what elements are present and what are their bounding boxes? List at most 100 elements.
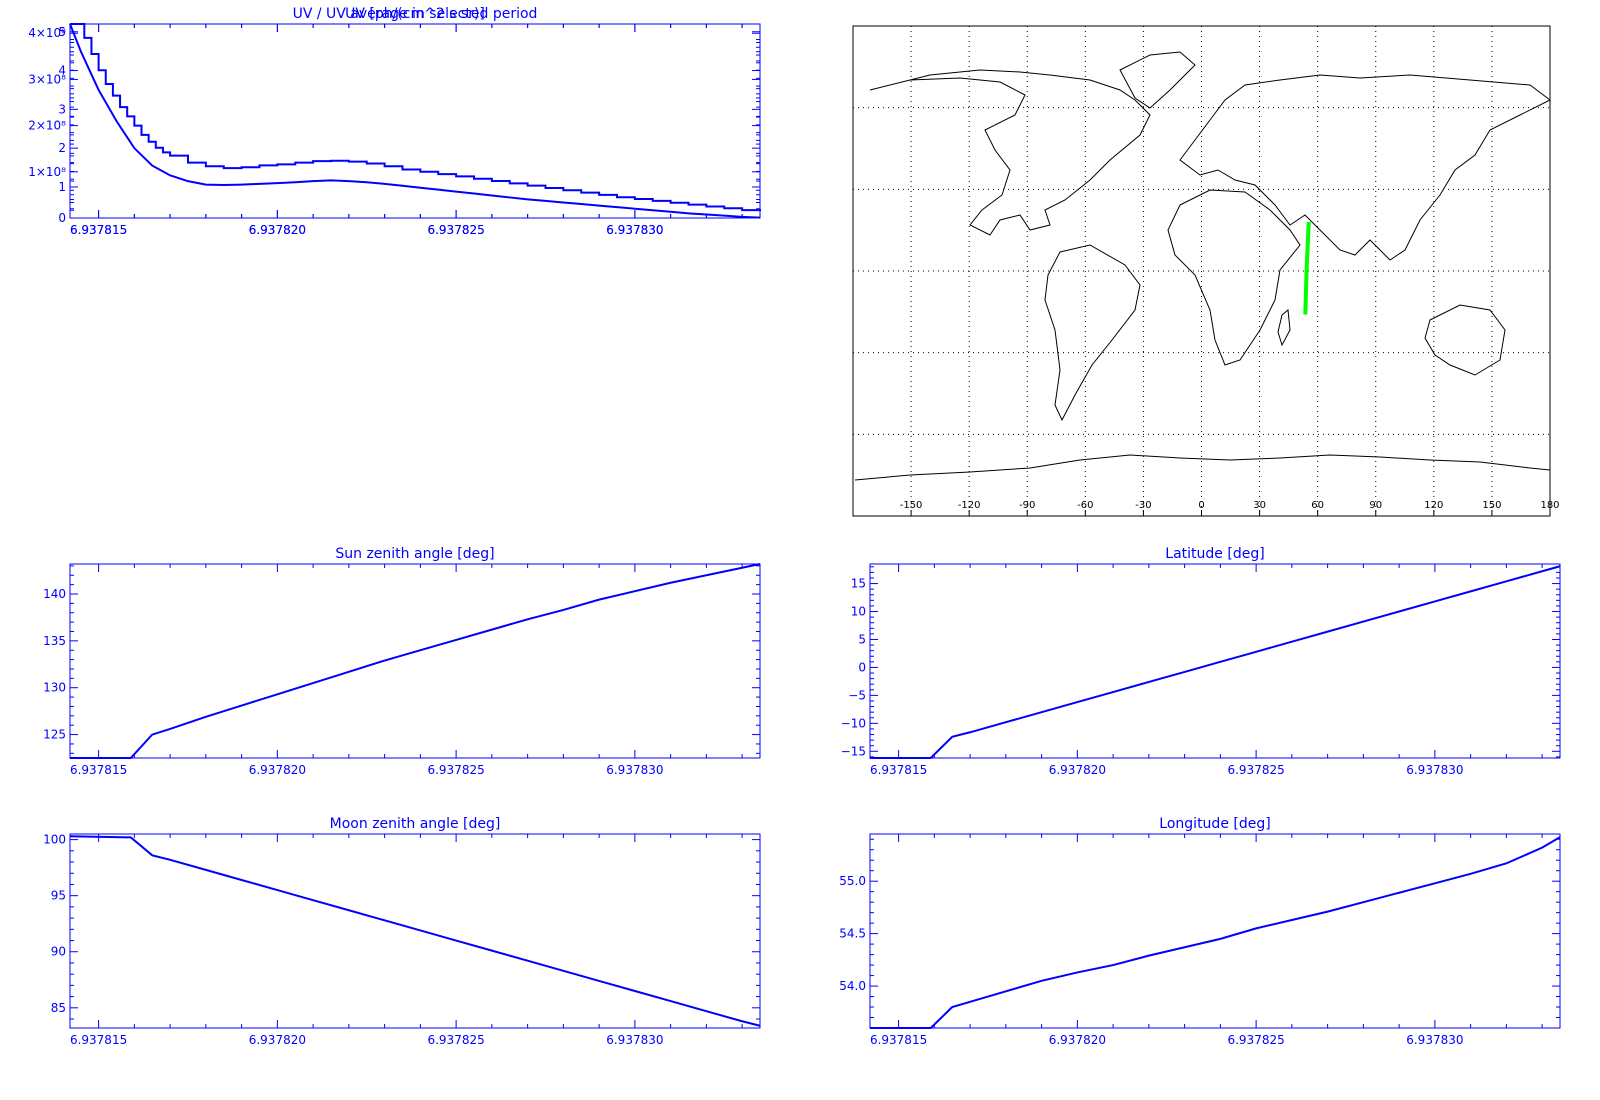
latitude-chart: Latitude [deg] 6.937815 6.937820 6.937825 6… — [800, 540, 1590, 810]
x-tick-label: 6.937815 — [70, 223, 127, 237]
sun-zenith-chart-svg: Sun zenith angle [deg] 6.937815 6.937820 6… — [43, 546, 761, 777]
moon-zenith-chart-svg: Moon zenith angle [deg] 6.937815 6.937820… — [43, 816, 761, 1047]
y-tick-label: 100 — [43, 833, 66, 847]
y-tick-label: 0 — [58, 211, 66, 225]
y-tick-label: −5 — [848, 688, 866, 702]
y-tick-label: 90 — [51, 945, 66, 959]
y-tick-label: 54.5 — [839, 927, 866, 941]
x-tick-label: 6.937825 — [427, 1033, 484, 1047]
y-tick-label: 135 — [43, 634, 66, 648]
series-line — [870, 836, 1561, 1029]
map-x-tick-label: -60 — [1077, 500, 1093, 511]
series-line — [70, 563, 761, 759]
map-x-tick-label: 150 — [1482, 500, 1501, 511]
map-x-tick-label: 30 — [1253, 500, 1266, 511]
series-line — [70, 23, 761, 212]
y-tick-label: 95 — [51, 889, 66, 903]
x-tick-label: 6.937830 — [606, 1033, 663, 1047]
satellite-track — [1303, 221, 1311, 315]
chart-title: UV [ph/(cm^2 s sr)] — [345, 6, 485, 22]
longitude-chart-svg: Longitude [deg] 6.937815 6.937820 6.937825… — [839, 816, 1561, 1047]
map-x-tick-label: -120 — [958, 500, 981, 511]
y-tick-label: 1×10⁸ — [28, 165, 66, 179]
y-tick-label: 0 — [858, 660, 866, 674]
y-tick-label: 125 — [43, 728, 66, 742]
madagascar-outline — [1277, 309, 1291, 347]
australia-outline — [1424, 304, 1506, 376]
sun-zenith-chart: Sun zenith angle [deg] 6.937815 6.937820 6… — [0, 540, 790, 810]
x-tick-label: 6.937820 — [249, 763, 306, 777]
y-tick-label: 5 — [858, 632, 866, 646]
x-tick-label: 6.937815 — [70, 223, 127, 237]
x-tick-label: 6.937825 — [1227, 1033, 1284, 1047]
africa-outline — [1167, 189, 1301, 366]
y-tick-label: 3×10⁸ — [28, 72, 66, 86]
x-tick-label: 6.937825 — [427, 223, 484, 237]
plot-frame — [69, 563, 761, 759]
moon-zenith-chart: Moon zenith angle [deg] 6.937815 6.937820… — [0, 810, 790, 1080]
y-tick-label: 10 — [851, 605, 866, 619]
latitude-chart-svg: Latitude [deg] 6.937815 6.937820 6.937825 6… — [841, 546, 1561, 777]
x-tick-label: 6.937830 — [606, 223, 663, 237]
y-tick-label: 4×10⁸ — [28, 26, 66, 40]
x-tick-label: 6.937820 — [1049, 763, 1106, 777]
uv-ratio-chart: UV / UV average in selected period 6.937… — [0, 0, 790, 270]
plot-frame — [69, 23, 761, 219]
x-tick-label: 6.937830 — [1406, 1033, 1463, 1047]
x-tick-label: 6.937820 — [249, 223, 306, 237]
y-tick-label: 54.0 — [839, 979, 866, 993]
map-x-tick-label: 120 — [1424, 500, 1443, 511]
uv-ratio-chart-svg: UV / UV average in selected period 6.937… — [58, 6, 761, 237]
map-x-tick-label: -150 — [900, 500, 923, 511]
chart-title: Longitude [deg] — [1159, 816, 1270, 832]
south-america-outline — [1044, 244, 1141, 422]
x-tick-label: 6.937815 — [70, 1033, 127, 1047]
map-x-tick-label: -90 — [1019, 500, 1035, 511]
x-tick-label: 6.937815 — [70, 763, 127, 777]
map-x-tick-label: 60 — [1311, 500, 1324, 511]
x-tick-label: 6.937825 — [427, 763, 484, 777]
y-tick-label: 4 — [58, 64, 66, 78]
y-tick-label: 15 — [851, 577, 866, 591]
chart-title: Latitude [deg] — [1165, 546, 1264, 562]
x-tick-label: 6.937820 — [249, 1033, 306, 1047]
map-x-tick-label: -30 — [1135, 500, 1151, 511]
series-line — [69, 23, 761, 219]
world-map: -150 -120 -90 -60 -30 0 30 60 90 120 150 180 — [850, 20, 1600, 530]
y-tick-label: 1 — [58, 180, 66, 194]
x-tick-label: 6.937820 — [1049, 1033, 1106, 1047]
chart-title: Sun zenith angle [deg] — [335, 546, 494, 562]
y-tick-label: −15 — [841, 744, 866, 758]
north-america-outline — [869, 69, 1151, 236]
longitude-chart: Longitude [deg] 6.937815 6.937820 6.937825… — [800, 810, 1590, 1080]
y-tick-label: 3 — [58, 102, 66, 116]
x-tick-label: 6.937815 — [870, 1033, 927, 1047]
world-map-svg: -150 -120 -90 -60 -30 0 30 60 90 120 150 180 — [852, 25, 1560, 517]
y-tick-label: 55.0 — [839, 874, 866, 888]
series-line — [870, 565, 1561, 759]
x-tick-label: 6.937830 — [606, 223, 663, 237]
x-tick-label: 6.937815 — [870, 763, 927, 777]
europe-asia-outline — [1179, 74, 1551, 261]
y-tick-label: 5 — [58, 25, 66, 39]
y-tick-label: 85 — [51, 1001, 66, 1015]
map-x-tick-label: 180 — [1540, 500, 1559, 511]
map-x-tick-label: 90 — [1369, 500, 1382, 511]
x-tick-label: 6.937830 — [606, 763, 663, 777]
x-tick-label: 6.937825 — [427, 223, 484, 237]
y-tick-label: 130 — [43, 681, 66, 695]
x-tick-label: 6.937820 — [249, 223, 306, 237]
plot-frame — [69, 833, 761, 1029]
y-tick-label: 2×10⁸ — [28, 119, 66, 133]
x-tick-label: 6.937825 — [1227, 763, 1284, 777]
y-tick-label: 140 — [43, 587, 66, 601]
y-tick-label: −10 — [841, 716, 866, 730]
antarctica-outline — [854, 454, 1551, 481]
series-line — [69, 835, 761, 1027]
map-x-tick-label: 0 — [1198, 500, 1204, 511]
continent-outlines — [854, 51, 1551, 481]
plot-frame — [869, 833, 1561, 1029]
plot-frame — [869, 563, 1561, 759]
chart-title: UV / UV average in selected period — [293, 6, 538, 22]
chart-title: Moon zenith angle [deg] — [330, 816, 501, 832]
